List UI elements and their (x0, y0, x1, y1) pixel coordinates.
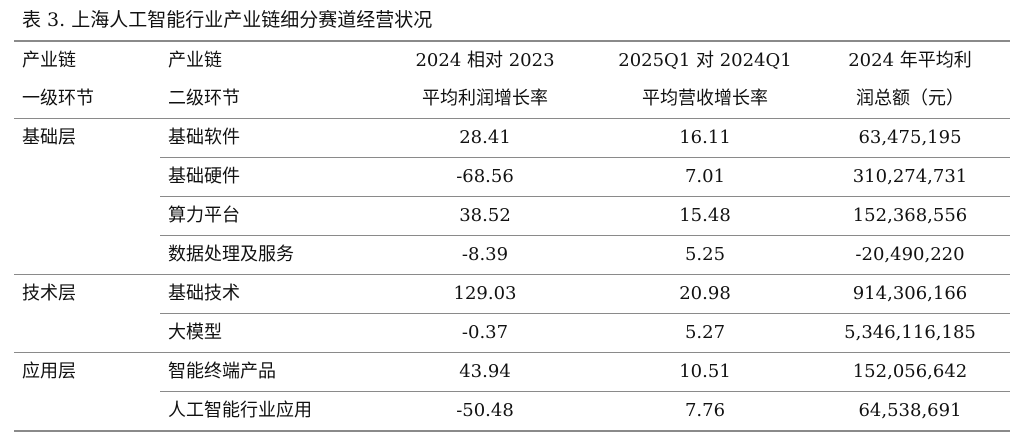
header-cell: 一级环节 (14, 80, 160, 119)
header-cell: 产业链 (168, 50, 222, 71)
avg-profit-cell: 310,274,731 (810, 157, 1010, 197)
tier2-cell: 数据处理及服务 (160, 235, 370, 275)
tier2-cell: 基础软件 (160, 118, 370, 158)
tier2-cell: 大模型 (160, 313, 370, 353)
revenue-growth-cell: 7.01 (600, 157, 810, 197)
table-row: 基础层 基础软件 28.41 16.11 63,475,195 (14, 118, 1010, 158)
table-row: 技术层 基础技术 129.03 20.98 914,306,166 (14, 274, 1010, 314)
profit-growth-cell: 43.94 (370, 352, 600, 392)
profit-growth-cell: -50.48 (370, 391, 600, 431)
table-row: 应用层 智能终端产品 43.94 10.51 152,056,642 (14, 352, 1010, 392)
revenue-growth-cell: 20.98 (600, 274, 810, 314)
tier2-cell: 智能终端产品 (160, 352, 370, 392)
avg-profit-cell: 152,056,642 (810, 352, 1010, 392)
tier1-cell: 技术层 (14, 274, 160, 314)
table-row: 大模型 -0.37 5.27 5,346,116,185 (14, 313, 1010, 353)
tier1-cell (14, 236, 160, 275)
revenue-growth-cell: 7.76 (600, 391, 810, 431)
header-row: 一级环节 二级环节 平均利润增长率 平均营收增长率 润总额（元） (14, 80, 1010, 119)
revenue-growth-cell: 15.48 (600, 196, 810, 236)
data-table: 产业链 产业链 2024 相对 2023 2025Q1 对 2024Q1 202… (14, 40, 1010, 432)
header-cell: 二级环节 (160, 80, 370, 119)
profit-growth-cell: 28.41 (370, 118, 600, 158)
profit-growth-cell: -0.37 (370, 313, 600, 353)
header-cell: 2025Q1 对 2024Q1 (618, 50, 792, 71)
header-cell: 产业链 (22, 50, 76, 71)
tier1-cell (14, 392, 160, 432)
header-cell: 2024 相对 2023 (415, 50, 555, 71)
avg-profit-cell: 63,475,195 (810, 118, 1010, 158)
table-row: 数据处理及服务 -8.39 5.25 -20,490,220 (14, 235, 1010, 275)
table-row: 人工智能行业应用 -50.48 7.76 64,538,691 (14, 391, 1010, 432)
tier2-cell: 基础硬件 (160, 157, 370, 197)
avg-profit-cell: 914,306,166 (810, 274, 1010, 314)
profit-growth-cell: 129.03 (370, 274, 600, 314)
tier2-cell: 算力平台 (160, 196, 370, 236)
revenue-growth-cell: 16.11 (600, 118, 810, 158)
header-cell: 2024 年平均利 (848, 50, 972, 71)
header-cell: 润总额（元） (810, 80, 1010, 119)
tier2-cell: 基础技术 (160, 274, 370, 314)
revenue-growth-cell: 5.27 (600, 313, 810, 353)
avg-profit-cell: -20,490,220 (810, 235, 1010, 275)
tier1-cell: 应用层 (14, 352, 160, 392)
tier1-cell (14, 197, 160, 236)
tier1-cell: 基础层 (14, 118, 160, 158)
table-title: 表 3. 上海人工智能行业产业链细分赛道经营状况 (22, 9, 433, 31)
profit-growth-cell: -8.39 (370, 235, 600, 275)
tier1-cell (14, 314, 160, 353)
tier2-cell: 人工智能行业应用 (160, 391, 370, 431)
revenue-growth-cell: 5.25 (600, 235, 810, 275)
table-row: 基础硬件 -68.56 7.01 310,274,731 (14, 157, 1010, 197)
revenue-growth-cell: 10.51 (600, 352, 810, 392)
tier1-cell (14, 158, 160, 197)
avg-profit-cell: 152,368,556 (810, 196, 1010, 236)
header-cell: 平均利润增长率 (370, 80, 600, 119)
profit-growth-cell: 38.52 (370, 196, 600, 236)
avg-profit-cell: 64,538,691 (810, 391, 1010, 431)
header-cell: 平均营收增长率 (600, 80, 810, 119)
header-row: 产业链 产业链 2024 相对 2023 2025Q1 对 2024Q1 202… (14, 41, 1010, 80)
profit-growth-cell: -68.56 (370, 157, 600, 197)
avg-profit-cell: 5,346,116,185 (810, 313, 1010, 353)
table-row: 算力平台 38.52 15.48 152,368,556 (14, 196, 1010, 236)
